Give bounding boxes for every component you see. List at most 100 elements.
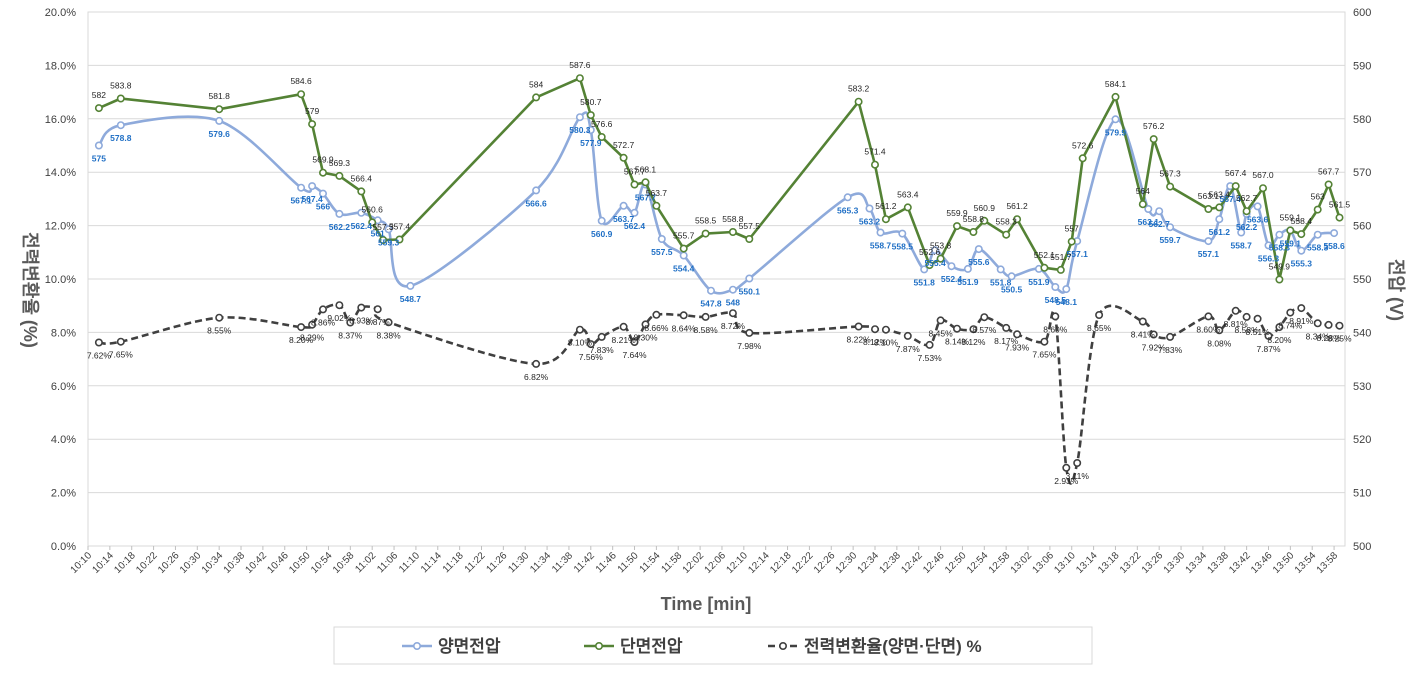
x-tick-label: 13:46 [1249,550,1275,576]
x-tick-label: 11:46 [594,550,619,575]
data-point [1155,207,1164,216]
data-label: 8.20% [289,335,314,345]
data-label: 558.5 [695,216,717,226]
data-point [335,301,344,310]
data-point [1204,237,1213,246]
x-tick-label: 10:50 [287,550,313,576]
data-point [532,93,541,102]
data-point [925,261,934,270]
data-label: 555.7 [673,231,695,241]
data-label: 550.5 [1001,284,1023,294]
data-label: 555.3 [1291,259,1313,269]
data-point [1215,215,1224,224]
data-label: 551.8 [990,277,1012,287]
data-point [963,264,972,273]
data-label: 566.6 [525,198,547,208]
data-point [335,209,344,218]
data-point [1275,230,1284,239]
data-point [1237,228,1246,237]
data-label: 562.4 [624,221,646,231]
data-label: 7.93% [1005,342,1030,352]
data-label: 6.82% [524,372,549,382]
data-label: 563.4 [897,189,919,199]
data-point [1013,330,1022,339]
data-label: 8.72% [721,321,746,331]
data-label: 555.6 [968,257,990,267]
y-right-tick-label: 580 [1353,114,1371,126]
data-label: 2.93% [1054,476,1079,486]
data-label: 548.7 [400,294,422,304]
data-point [701,312,710,321]
y-axis-right-title: 전압 (V) [1386,259,1406,321]
data-point [1149,135,1158,144]
data-label: 551.7 [1050,252,1072,262]
data-label: 558.3 [1269,243,1291,253]
data-label: 8.91% [1289,316,1314,326]
legend-label: 전력변환율(양면·단면) % [804,637,982,656]
data-point [116,94,125,103]
data-label: 563.1 [1198,191,1220,201]
y-left-tick-label: 16.0% [45,114,76,126]
x-tick-label: 12:06 [703,550,729,576]
data-point [679,244,688,253]
data-point [586,111,595,120]
data-point [1253,202,1262,211]
data-label: 9.02% [327,313,352,323]
data-label: 587.6 [569,60,591,70]
data-label: 584.1 [1105,79,1127,89]
data-point [346,318,355,327]
data-point [357,187,366,196]
y-right-tick-label: 530 [1353,381,1371,393]
data-point [876,228,885,237]
data-point [881,215,890,224]
x-tick-label: 11:50 [616,550,641,575]
data-label: 557.3 [372,222,394,232]
x-tick-label: 12:02 [681,550,707,576]
data-point [318,168,327,177]
data-label: 562.2 [1236,222,1258,232]
x-tick-label: 10:30 [178,550,204,576]
data-label: 581.8 [209,91,231,101]
data-point [215,116,224,125]
data-label: 562.4 [351,221,373,231]
data-label: 7.87% [1256,344,1281,354]
data-point [1051,282,1060,291]
x-tick-label: 13:26 [1140,550,1166,576]
data-point [1297,304,1306,313]
data-point [1002,323,1011,332]
data-point [318,189,327,198]
data-label: 8.58% [694,325,719,335]
data-label: 551.9 [1028,277,1050,287]
data-point [843,193,852,202]
data-label: 8.37% [338,331,363,341]
y-right-tick-label: 560 [1353,221,1371,233]
y-left-tick-label: 12.0% [45,221,76,233]
data-point [870,160,879,169]
data-point [1242,312,1251,321]
data-point [395,235,404,244]
data-point [597,133,606,142]
legend-swatch-marker [412,641,421,650]
data-point [1253,314,1262,323]
data-point [116,337,125,346]
y-axis-left-title: 전력변환율 (%) [20,232,41,348]
data-point [1264,241,1273,250]
data-label: 559.1 [1280,212,1302,222]
data-label: 564 [1136,186,1150,196]
data-point [1062,285,1071,294]
x-tick-label: 11:30 [506,550,531,575]
data-point [1313,205,1322,214]
data-label: 8.12% [961,337,986,347]
y-right-tick-label: 600 [1353,7,1371,19]
data-label: 7.98% [737,341,762,351]
data-point [1111,92,1120,101]
x-tick-label: 10:42 [244,550,270,576]
x-tick-label: 12:26 [812,550,838,576]
data-label: 572.6 [1072,140,1094,150]
data-point [406,281,415,290]
x-tick-label: 13:38 [1205,550,1231,576]
y-right-tick-label: 550 [1353,274,1371,286]
data-label: 563.6 [1247,214,1269,224]
x-tick-label: 11:54 [638,550,663,575]
x-tick-label: 10:34 [200,550,226,576]
